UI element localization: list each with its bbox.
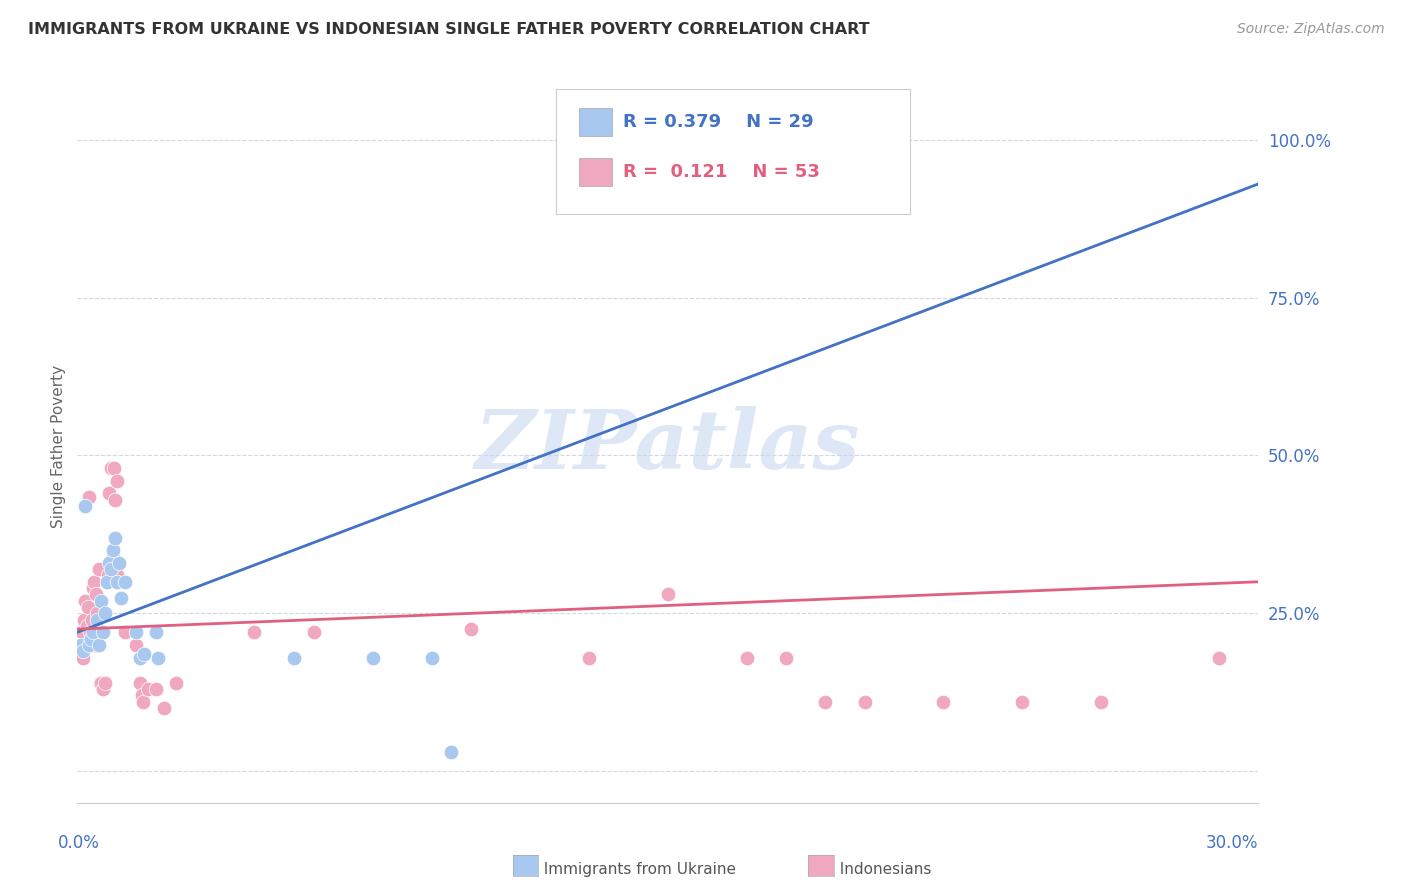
Point bbox=[136, 682, 159, 697]
Point bbox=[114, 574, 136, 589]
Point bbox=[1208, 650, 1230, 665]
Point bbox=[82, 581, 104, 595]
Point bbox=[70, 638, 93, 652]
Point bbox=[96, 574, 118, 589]
Point bbox=[420, 650, 443, 665]
Point bbox=[87, 638, 110, 652]
Point bbox=[129, 650, 152, 665]
Point bbox=[105, 474, 128, 488]
Point bbox=[97, 486, 120, 500]
Text: 0.0%: 0.0% bbox=[58, 834, 100, 853]
Point bbox=[814, 695, 837, 709]
Point bbox=[125, 638, 148, 652]
Point bbox=[97, 556, 120, 570]
Point bbox=[932, 695, 955, 709]
Text: IMMIGRANTS FROM UKRAINE VS INDONESIAN SINGLE FATHER POVERTY CORRELATION CHART: IMMIGRANTS FROM UKRAINE VS INDONESIAN SI… bbox=[28, 22, 870, 37]
Point bbox=[84, 587, 107, 601]
Point bbox=[72, 650, 94, 665]
Point bbox=[165, 675, 187, 690]
Point bbox=[440, 745, 463, 759]
Point bbox=[86, 613, 108, 627]
Point bbox=[90, 675, 112, 690]
Point bbox=[82, 625, 104, 640]
Point bbox=[76, 619, 98, 633]
Point bbox=[77, 490, 100, 504]
Point bbox=[83, 574, 105, 589]
Point bbox=[460, 622, 482, 636]
Point bbox=[1090, 695, 1112, 709]
Point bbox=[90, 593, 112, 607]
Point bbox=[87, 562, 110, 576]
Point bbox=[79, 625, 101, 640]
Point bbox=[775, 650, 797, 665]
Point bbox=[145, 682, 167, 697]
FancyBboxPatch shape bbox=[579, 109, 613, 136]
Point bbox=[91, 682, 114, 697]
Point bbox=[657, 587, 679, 601]
Text: Indonesians: Indonesians bbox=[830, 863, 931, 877]
Point bbox=[70, 625, 93, 640]
Text: ZIPatlas: ZIPatlas bbox=[475, 406, 860, 486]
Point bbox=[302, 625, 325, 640]
Y-axis label: Single Father Poverty: Single Father Poverty bbox=[51, 365, 66, 527]
Point bbox=[80, 632, 103, 646]
Point bbox=[134, 648, 156, 662]
Point bbox=[75, 638, 97, 652]
Point bbox=[853, 695, 876, 709]
Point bbox=[110, 591, 132, 605]
Point bbox=[94, 607, 117, 621]
Point bbox=[89, 675, 111, 690]
Point bbox=[145, 625, 167, 640]
Point bbox=[129, 675, 152, 690]
Point bbox=[361, 650, 384, 665]
Point bbox=[100, 562, 122, 576]
Point bbox=[100, 461, 122, 475]
Point bbox=[114, 625, 136, 640]
Point bbox=[84, 638, 107, 652]
Point bbox=[73, 613, 96, 627]
Point bbox=[153, 701, 176, 715]
Point bbox=[75, 593, 97, 607]
Point bbox=[91, 625, 114, 640]
Point bbox=[578, 650, 600, 665]
Point bbox=[77, 600, 100, 615]
Point bbox=[96, 574, 118, 589]
Point bbox=[86, 607, 108, 621]
Text: 30.0%: 30.0% bbox=[1206, 834, 1258, 853]
Point bbox=[82, 613, 104, 627]
Point bbox=[146, 650, 169, 665]
FancyBboxPatch shape bbox=[555, 89, 910, 214]
Point bbox=[735, 650, 758, 665]
Point bbox=[77, 638, 100, 652]
Point bbox=[97, 568, 120, 582]
Point bbox=[104, 492, 127, 507]
Point bbox=[105, 574, 128, 589]
Text: R = 0.379    N = 29: R = 0.379 N = 29 bbox=[623, 113, 814, 131]
Point bbox=[283, 650, 305, 665]
Point bbox=[1011, 695, 1033, 709]
Point bbox=[101, 543, 124, 558]
Point bbox=[125, 625, 148, 640]
Point bbox=[107, 556, 129, 570]
Text: Immigrants from Ukraine: Immigrants from Ukraine bbox=[534, 863, 737, 877]
Point bbox=[104, 531, 127, 545]
Point bbox=[94, 675, 117, 690]
Point bbox=[80, 632, 103, 646]
FancyBboxPatch shape bbox=[579, 159, 613, 186]
Point bbox=[105, 568, 128, 582]
Point bbox=[132, 695, 155, 709]
Text: Source: ZipAtlas.com: Source: ZipAtlas.com bbox=[1237, 22, 1385, 37]
Point bbox=[70, 638, 93, 652]
Point bbox=[131, 689, 153, 703]
Text: R =  0.121    N = 53: R = 0.121 N = 53 bbox=[623, 163, 820, 181]
Point bbox=[243, 625, 266, 640]
Point bbox=[75, 499, 97, 513]
Point bbox=[103, 461, 125, 475]
Point bbox=[72, 644, 94, 658]
Point bbox=[101, 549, 124, 564]
